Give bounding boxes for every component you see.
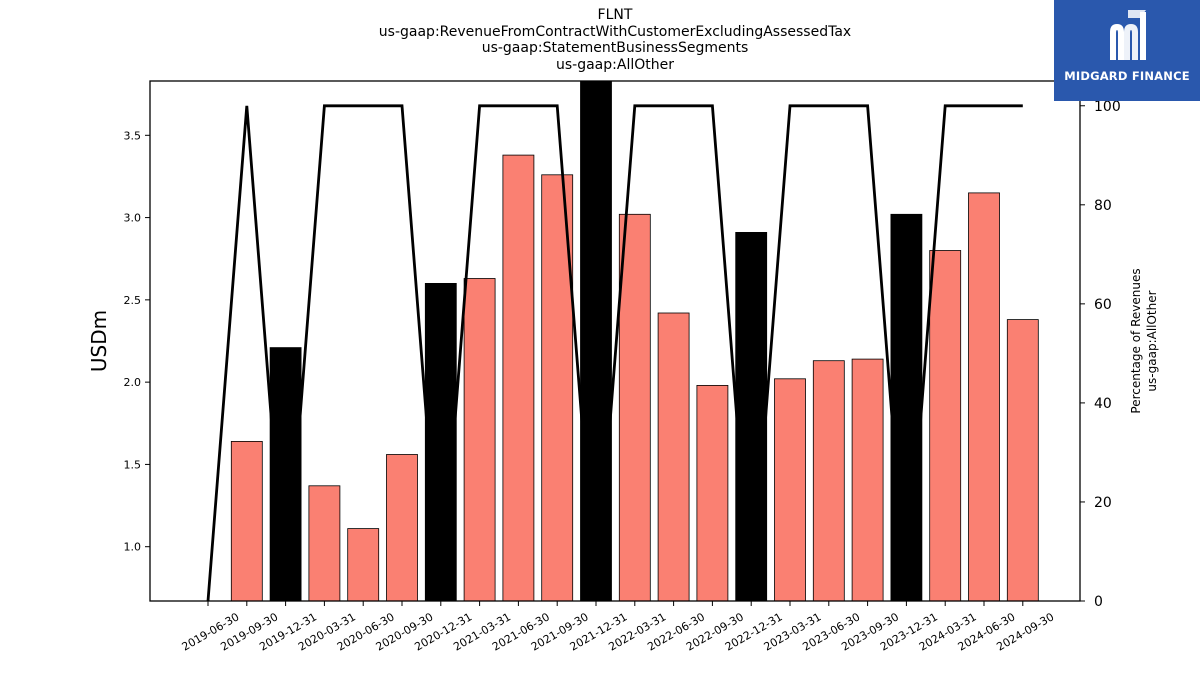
y-tick-label: 2.0 xyxy=(124,376,142,389)
y2-axis-label-line-2: us-gaap:AllOther xyxy=(1145,290,1159,391)
bar-2024-03-31 xyxy=(929,250,962,602)
chart-title-line-2: us-gaap:RevenueFromContractWithCustomerE… xyxy=(378,23,852,40)
bar-2023-03-31 xyxy=(774,378,806,602)
chart-title-line-1: FLNT xyxy=(597,7,633,23)
bar-2023-06-30 xyxy=(812,360,845,602)
midgard-finance-logo: MIDGARD FINANCE xyxy=(1054,0,1200,101)
bar-2022-12-31 xyxy=(735,231,768,602)
bar-2021-03-31 xyxy=(463,278,496,602)
y-tick-label: 1.0 xyxy=(124,541,142,554)
bar-2020-12-31 xyxy=(424,282,457,602)
bar-2022-03-31 xyxy=(618,213,651,602)
y2-tick-label: 60 xyxy=(1094,297,1112,313)
bar-2022-09-30 xyxy=(696,384,729,602)
bar-2020-06-30 xyxy=(347,528,380,602)
y-tick-label: 3.5 xyxy=(124,129,142,142)
logo-text: MIDGARD FINANCE xyxy=(1064,69,1190,83)
bar-series xyxy=(230,80,1039,602)
y2-axis-label-line-1: Percentage of Revenues xyxy=(1129,268,1143,413)
chart-title-line-3: us-gaap:StatementBusinessSegments xyxy=(481,40,749,56)
y2-tick-label: 0 xyxy=(1094,594,1103,610)
bar-2019-09-30 xyxy=(230,440,263,602)
midgard-logo-icon xyxy=(1110,10,1146,60)
bar-2021-12-31 xyxy=(580,80,612,602)
bar-2024-09-30 xyxy=(1006,319,1039,602)
y2-tick-label: 20 xyxy=(1094,495,1112,511)
y2-tick-label: 40 xyxy=(1094,396,1112,412)
y2-tick-label: 80 xyxy=(1094,198,1112,214)
plot-frame xyxy=(149,80,1081,602)
chart-title-line-4: us-gaap:AllOther xyxy=(556,56,674,73)
bar-2020-09-30 xyxy=(386,454,418,602)
y-tick-label: 2.5 xyxy=(124,294,142,307)
bar-2022-06-30 xyxy=(657,312,690,602)
bar-2023-12-31 xyxy=(890,213,923,602)
y-tick-label: 1.5 xyxy=(124,458,142,471)
bar-2024-06-30 xyxy=(968,192,1000,602)
y-tick-label: 3.0 xyxy=(124,212,142,225)
bar-2020-03-31 xyxy=(308,485,341,602)
y-axis-label: USDm xyxy=(87,310,111,372)
x-axis-ticks: 2019-06-302019-09-302019-12-312020-03-31… xyxy=(180,601,1056,654)
y2-axis-ticks: 0 20 40 60 80 100 xyxy=(1080,99,1121,610)
bar-2021-06-30 xyxy=(502,154,535,602)
bar-2023-09-30 xyxy=(851,358,884,602)
percentage-line xyxy=(206,104,1023,602)
y2-tick-label: 100 xyxy=(1094,99,1121,115)
y-axis-ticks: 1.0 1.5 2.0 2.5 3.0 3.5 xyxy=(124,129,150,554)
